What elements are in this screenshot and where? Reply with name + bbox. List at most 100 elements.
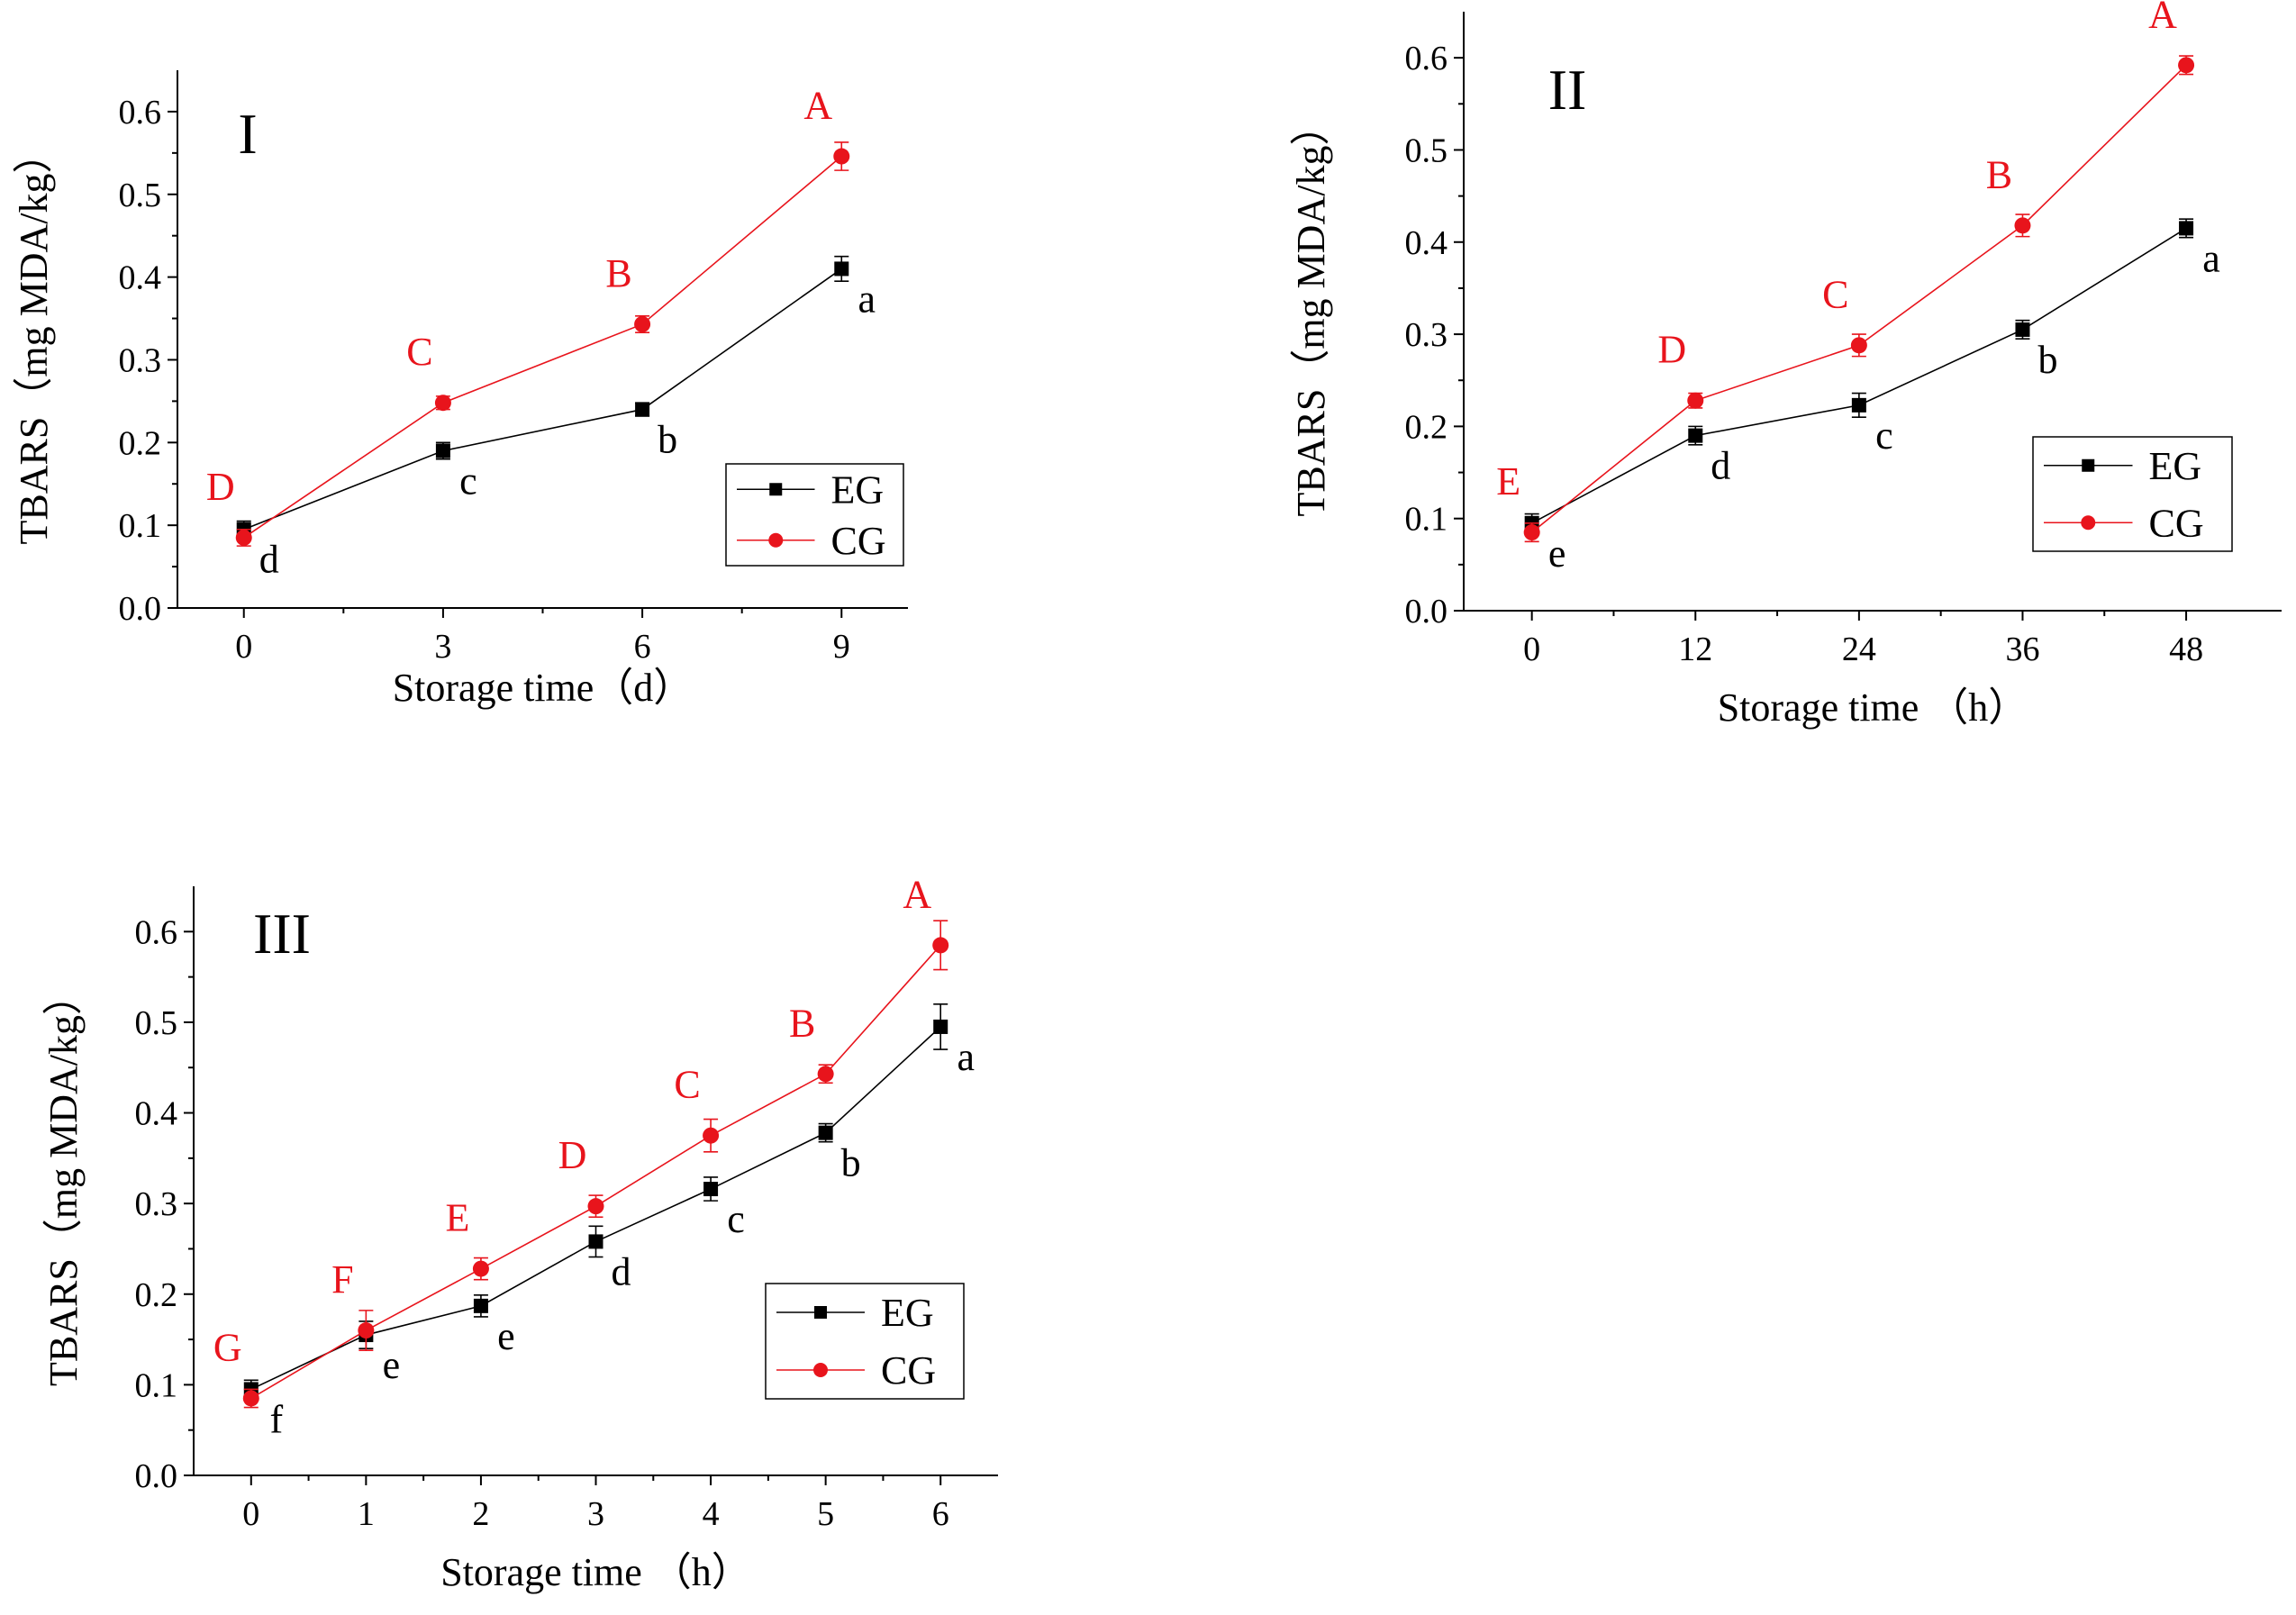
legend-box bbox=[725, 463, 904, 567]
data-point-square bbox=[435, 443, 450, 458]
significance-letter: e bbox=[383, 1343, 401, 1387]
y-tick-label: 0.4 bbox=[1405, 224, 1448, 262]
significance-letter: C bbox=[1822, 272, 1848, 316]
y-tick-label: 0.3 bbox=[135, 1185, 178, 1223]
significance-letter: a bbox=[957, 1035, 975, 1079]
significance-letter: D bbox=[558, 1133, 587, 1177]
legend-label-CG: CG bbox=[831, 519, 886, 563]
x-tick-label: 36 bbox=[2005, 631, 2039, 668]
x-tick-label: 6 bbox=[932, 1495, 949, 1533]
panel-label: III bbox=[253, 902, 311, 966]
panel-label: I bbox=[238, 102, 257, 166]
y-tick-label: 0.0 bbox=[119, 590, 162, 628]
legend-label-EG: EG bbox=[881, 1291, 934, 1335]
data-point-circle bbox=[587, 1198, 604, 1215]
significance-letter: B bbox=[605, 251, 631, 295]
y-tick-label: 0.1 bbox=[119, 507, 162, 545]
x-tick-label: 0 bbox=[1523, 631, 1540, 668]
y-tick-label: 0.3 bbox=[1405, 316, 1448, 354]
data-point-circle bbox=[242, 1390, 259, 1407]
y-tick-label: 0.5 bbox=[1405, 132, 1448, 169]
x-tick-label: 9 bbox=[833, 628, 850, 666]
data-point-circle bbox=[1850, 337, 1867, 354]
significance-letter: d bbox=[259, 538, 279, 582]
y-tick-label: 0.4 bbox=[135, 1095, 178, 1133]
y-tick-label: 0.6 bbox=[119, 94, 162, 132]
y-axis-title: TBARS（mg MDA/kg） bbox=[41, 975, 86, 1386]
data-point-square bbox=[818, 1125, 833, 1140]
data-point-circle bbox=[817, 1066, 834, 1083]
legend-marker-circle bbox=[768, 532, 784, 548]
chart-panel-3: 0.0 0.1 0.2 0.3 0.4 0.5 0.6 0 1 2 3 4 5 6 Storage time… bbox=[41, 872, 998, 1594]
legend-box bbox=[765, 1283, 965, 1400]
legend-label-EG: EG bbox=[2149, 444, 2202, 488]
x-tick-label: 48 bbox=[2169, 631, 2203, 668]
series-CG: E D C B A bbox=[1496, 0, 2195, 543]
significance-letter: A bbox=[2148, 0, 2177, 36]
data-point-square bbox=[1688, 428, 1703, 443]
series-EG: e d c b a bbox=[1524, 218, 2220, 576]
significance-letter: C bbox=[674, 1063, 700, 1107]
significance-letter: c bbox=[727, 1197, 745, 1241]
y-tick-label: 0.2 bbox=[135, 1276, 178, 1314]
panel-label: II bbox=[1548, 58, 1587, 122]
significance-letter: F bbox=[331, 1257, 353, 1302]
x-tick-label: 24 bbox=[1842, 631, 1876, 668]
significance-letter: C bbox=[406, 330, 432, 374]
y-tick-label: 0.6 bbox=[1405, 40, 1448, 77]
y-tick-label: 0.5 bbox=[119, 177, 162, 214]
y-tick-label: 0.4 bbox=[119, 259, 162, 297]
data-point-circle bbox=[833, 148, 850, 165]
series-CG: G F E D C B A bbox=[213, 872, 949, 1409]
legend: EG CG bbox=[725, 463, 904, 567]
data-point-square bbox=[933, 1019, 948, 1034]
data-point-circle bbox=[634, 315, 651, 332]
data-point-circle bbox=[703, 1127, 720, 1144]
data-point-square bbox=[703, 1182, 719, 1197]
legend-marker-circle bbox=[813, 1363, 828, 1377]
x-tick-label: 3 bbox=[434, 628, 451, 666]
y-axis-title: TBARS（mg MDA/kg） bbox=[1289, 106, 1333, 517]
x-tick-label: 6 bbox=[634, 628, 651, 666]
x-axis-title: Storage time （h） bbox=[440, 1550, 751, 1594]
y-tick-label: 0.6 bbox=[135, 913, 178, 951]
significance-letter: A bbox=[803, 84, 832, 128]
significance-letter: b bbox=[2037, 338, 2057, 382]
x-tick-label: 5 bbox=[817, 1495, 834, 1533]
series-line-EG bbox=[243, 268, 842, 531]
y-tick-label: 0.2 bbox=[1405, 408, 1448, 446]
data-point-circle bbox=[1523, 524, 1540, 541]
y-tick-label: 0.0 bbox=[1405, 593, 1448, 631]
legend: EG CG bbox=[765, 1283, 965, 1400]
data-point-circle bbox=[235, 529, 252, 546]
x-tick-label: 0 bbox=[242, 1495, 259, 1533]
y-tick-label: 0.1 bbox=[1405, 501, 1448, 539]
significance-letter: d bbox=[612, 1249, 631, 1293]
x-tick-label: 4 bbox=[703, 1495, 720, 1533]
y-tick-label: 0.1 bbox=[135, 1366, 178, 1404]
data-point-circle bbox=[434, 395, 451, 412]
significance-letter: f bbox=[269, 1397, 283, 1441]
legend-marker-square bbox=[2082, 458, 2095, 472]
data-point-square bbox=[635, 402, 650, 417]
data-point-circle bbox=[2014, 217, 2031, 234]
significance-letter: a bbox=[858, 277, 876, 321]
significance-letter: B bbox=[1986, 152, 2012, 196]
x-tick-label: 12 bbox=[1678, 631, 1712, 668]
x-tick-label: 1 bbox=[358, 1495, 375, 1533]
significance-letter: c bbox=[1875, 413, 1893, 458]
legend-label-CG: CG bbox=[881, 1348, 936, 1393]
significance-letter: E bbox=[1496, 459, 1520, 504]
legend-label-EG: EG bbox=[831, 467, 885, 512]
data-point-square bbox=[473, 1298, 488, 1313]
significance-letter: e bbox=[497, 1314, 515, 1358]
significance-letter: e bbox=[1548, 531, 1566, 576]
significance-letter: b bbox=[841, 1141, 861, 1185]
legend: EG CG bbox=[2032, 436, 2233, 552]
data-point-circle bbox=[1687, 392, 1704, 409]
legend-label-CG: CG bbox=[2149, 501, 2204, 545]
y-tick-label: 0.5 bbox=[135, 1004, 178, 1042]
legend-marker-square bbox=[769, 483, 783, 496]
significance-letter: A bbox=[903, 872, 931, 916]
